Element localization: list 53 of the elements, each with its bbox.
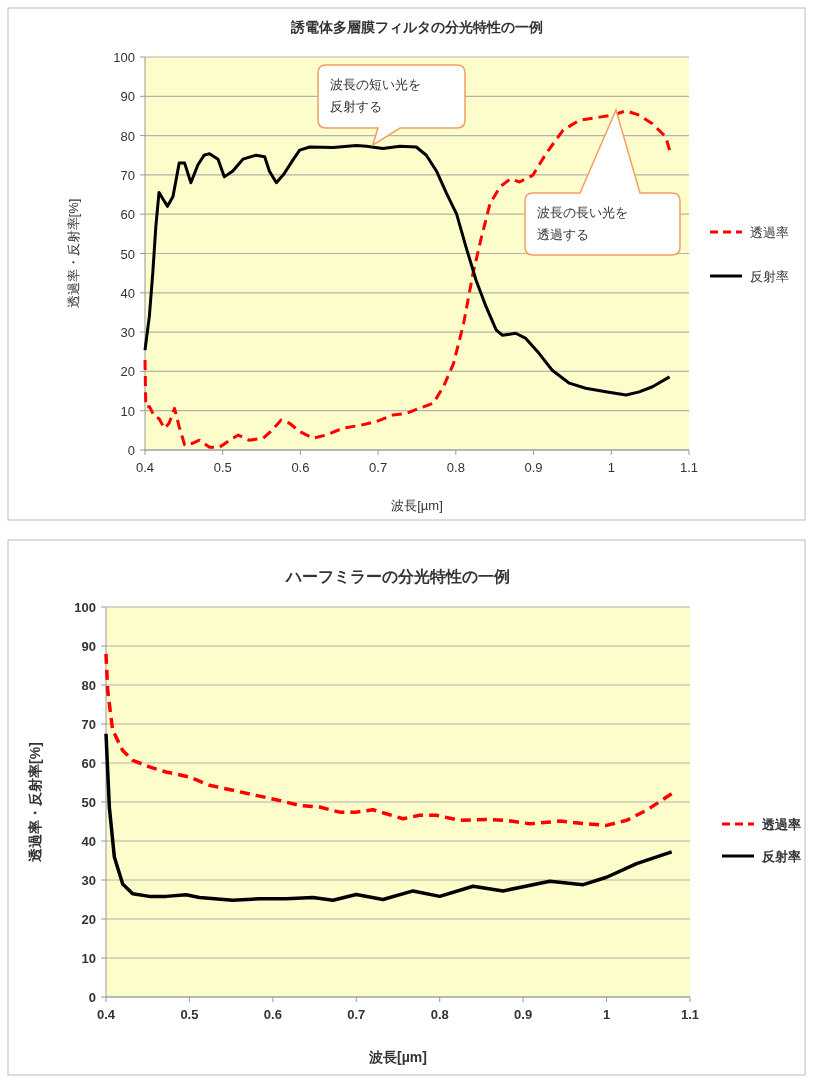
x-tick-label: 0.6 [263, 1007, 282, 1022]
x-tick-label: 1.1 [679, 460, 699, 475]
y-tick-label: 30 [81, 873, 96, 888]
legend-label: 透過率 [761, 817, 801, 832]
y-tick-label: 90 [81, 639, 96, 654]
x-tick-label: 0.4 [96, 1007, 116, 1022]
line-series [104, 732, 674, 903]
x-tick-label: 1 [602, 1007, 611, 1022]
y-tick-label: 50 [81, 795, 96, 810]
legend-label: 反射率 [750, 269, 789, 284]
y-tick-label: 60 [81, 756, 96, 771]
chart-title: ハーフミラーの分光特性の一例 [285, 568, 510, 585]
x-axis-title: 波長[µm] [391, 498, 443, 513]
x-tick-label: 1 [607, 460, 615, 475]
annotation: 波長の長い光を透過する [537, 205, 628, 242]
y-tick-label: 0 [127, 443, 135, 458]
y-tick-label: 60 [120, 207, 135, 223]
y-tick-label: 90 [120, 89, 135, 105]
x-tick-label: 0.8 [446, 460, 465, 475]
legend-label: 反射率 [761, 849, 801, 864]
x-tick-label: 1.1 [680, 1007, 700, 1022]
y-tick-label: 40 [120, 285, 135, 301]
y-tick-label: 50 [120, 246, 135, 262]
chart-title: 誘電体多層膜フィルタの分光特性の一例 [290, 19, 543, 35]
y-tick-label: 30 [120, 325, 135, 341]
x-tick-label: 0.5 [213, 460, 232, 475]
y-tick-label: 20 [81, 912, 96, 927]
y-tick-label: 100 [74, 600, 96, 615]
x-tick-label: 0.9 [524, 460, 543, 475]
y-tick-label: 10 [120, 403, 135, 419]
x-tick-label: 0.5 [180, 1007, 199, 1022]
y-tick-label: 80 [120, 128, 135, 144]
legend-label: 透過率 [750, 225, 789, 240]
x-tick-label: 0.7 [347, 1007, 366, 1022]
y-tick-label: 70 [81, 717, 96, 732]
y-tick-label: 40 [81, 834, 96, 849]
y-tick-label: 20 [120, 364, 135, 380]
y-tick-label: 0 [88, 990, 96, 1005]
x-tick-label: 0.8 [430, 1007, 449, 1022]
annotation: 波長の短い光を反射する [330, 77, 421, 114]
line-series [104, 652, 674, 828]
x-tick-label: 0.6 [291, 460, 310, 475]
x-tick-label: 0.4 [135, 460, 155, 475]
x-tick-label: 0.7 [369, 460, 388, 475]
x-tick-label: 0.9 [514, 1007, 533, 1022]
x-axis-title: 波長[µm] [368, 1049, 427, 1065]
line-series [143, 143, 672, 397]
y-tick-label: 100 [113, 50, 135, 65]
y-tick-label: 70 [120, 167, 135, 183]
y-tick-label: 80 [81, 678, 96, 693]
y-axis-title: 透過率・反射率[%] [27, 742, 43, 863]
y-axis-title: 透過率・反射率[%] [66, 198, 81, 309]
y-tick-label: 10 [81, 951, 96, 966]
